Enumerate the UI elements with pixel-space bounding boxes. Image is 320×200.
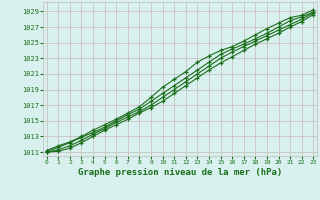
X-axis label: Graphe pression niveau de la mer (hPa): Graphe pression niveau de la mer (hPa) — [78, 168, 282, 177]
